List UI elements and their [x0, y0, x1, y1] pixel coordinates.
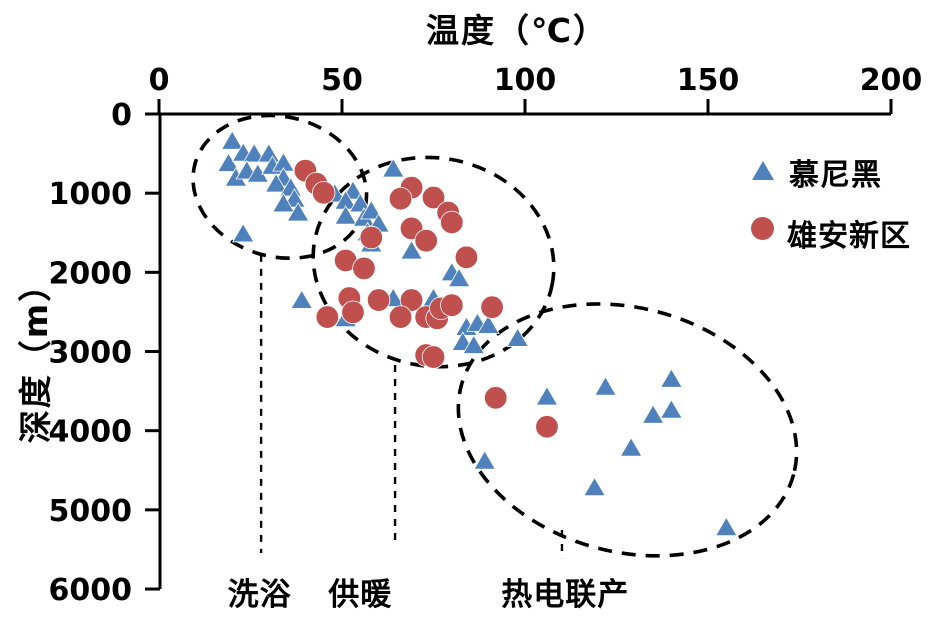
munich-point — [715, 516, 738, 537]
munich-point — [506, 327, 529, 347]
xiongan-point — [352, 256, 376, 281]
xiongan-point — [454, 245, 479, 269]
munich-point — [290, 289, 314, 309]
legend-label-xiongan: 雄安新区 — [787, 219, 911, 254]
munich-point — [349, 192, 372, 213]
y-tick-label: 0 — [111, 98, 132, 133]
munich-point — [594, 376, 617, 396]
xiongan-point — [535, 415, 559, 439]
xiongan-point — [421, 345, 446, 369]
munich-point — [334, 205, 357, 225]
munich-point — [477, 314, 500, 334]
cluster-label-bathing: 洗浴 — [227, 577, 292, 613]
munich-point — [400, 239, 423, 260]
xiongan-point — [480, 295, 504, 319]
munich-point — [660, 399, 683, 419]
munich-point — [462, 334, 486, 354]
y-tick-label: 2000 — [49, 256, 133, 291]
munich-point — [660, 368, 683, 388]
munich-point — [257, 142, 281, 163]
munich-point — [242, 142, 266, 163]
munich-point — [220, 130, 244, 150]
x-tick-label: 50 — [321, 63, 363, 98]
xiongan-point — [341, 300, 365, 325]
xiongan-point — [366, 288, 391, 312]
xiongan-point — [440, 210, 464, 235]
munich-point — [286, 201, 310, 222]
x-tick-label: 150 — [677, 63, 740, 98]
munich-point — [381, 158, 405, 178]
munich-point — [264, 173, 288, 193]
xiongan-point — [484, 386, 508, 410]
y-tick-label: 5000 — [49, 494, 133, 529]
x-tick-label: 200 — [860, 63, 923, 98]
munich-point — [231, 222, 255, 243]
munich-point — [473, 450, 497, 470]
x-tick-label: 100 — [494, 63, 557, 98]
munich-point — [619, 437, 643, 457]
cluster-label-chp: 热电联产 — [501, 577, 630, 613]
xiongan-point — [440, 293, 464, 317]
y-tick-label: 6000 — [49, 573, 133, 608]
triangle-marker-icon — [752, 161, 774, 180]
xiongan-point — [388, 305, 413, 329]
xiongan-point — [421, 185, 446, 210]
xiongan-point — [359, 225, 383, 250]
xiongan-point — [312, 181, 336, 205]
munich-point — [641, 404, 665, 424]
xiongan-point — [388, 187, 413, 211]
munich-point — [272, 192, 295, 213]
y-tick-label: 1000 — [49, 177, 133, 212]
xiongan-point — [399, 288, 424, 312]
xiongan-point — [315, 305, 340, 329]
xiongan-point — [414, 228, 438, 253]
cluster-ellipse — [311, 155, 556, 369]
munich-point — [447, 267, 471, 288]
munich-point — [217, 152, 240, 172]
munich-point — [535, 386, 559, 406]
munich-point — [283, 188, 306, 208]
cluster-label-heating: 供暖 — [328, 577, 393, 613]
circle-marker-icon — [751, 217, 774, 240]
munich-point — [583, 476, 606, 497]
munich-point — [359, 199, 383, 220]
x-tick-label: 0 — [149, 63, 170, 98]
chart-title: 温度（℃） — [426, 11, 608, 50]
y-tick-label: 4000 — [49, 415, 133, 450]
legend-label-munich: 慕尼黑 — [789, 158, 882, 193]
y-tick-label: 3000 — [49, 336, 133, 371]
